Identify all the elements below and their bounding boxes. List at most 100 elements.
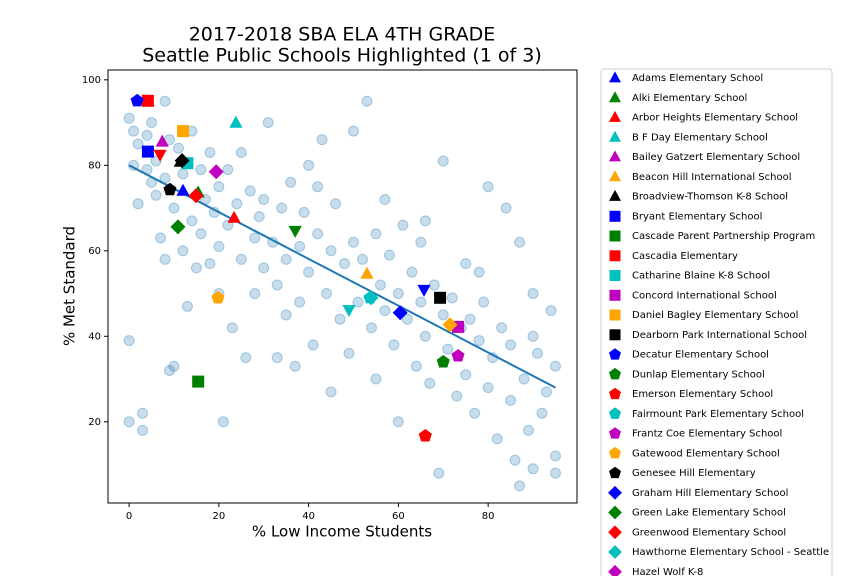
legend-marker xyxy=(609,270,621,281)
data-point xyxy=(451,390,463,402)
data-point xyxy=(352,296,364,308)
legend-label: Decatur Elementary School xyxy=(632,350,769,361)
data-point xyxy=(397,219,409,231)
legend-marker xyxy=(608,564,622,576)
legend-label: Arbor Heights Elementary School xyxy=(632,113,798,124)
legend-label: Hazel Wolf K-8 xyxy=(632,567,703,576)
data-point xyxy=(213,181,225,193)
data-point xyxy=(460,258,472,270)
data-point xyxy=(163,364,175,376)
legend-label: Gatewood Elementary School xyxy=(632,448,780,459)
data-point xyxy=(549,467,561,479)
data-point xyxy=(379,194,391,206)
x-tick-label: 60 xyxy=(392,511,405,522)
data-point xyxy=(226,322,238,334)
highlight-marker xyxy=(163,182,177,196)
highlight-marker xyxy=(188,188,204,204)
data-point xyxy=(491,433,503,445)
data-point xyxy=(415,296,427,308)
data-point xyxy=(168,202,180,214)
data-point xyxy=(172,142,184,154)
data-point xyxy=(370,373,382,385)
legend-marker xyxy=(609,130,621,142)
data-point xyxy=(312,181,324,193)
data-point xyxy=(419,215,431,227)
data-point xyxy=(303,266,315,278)
data-point xyxy=(514,236,526,248)
highlight-marker xyxy=(208,164,224,180)
highlight-marker xyxy=(130,93,144,107)
data-point xyxy=(356,253,368,265)
legend-label: Emerson Elementary School xyxy=(632,389,773,400)
data-point xyxy=(159,253,171,265)
data-point xyxy=(437,309,449,321)
legend-label: Cascade Parent Partnership Program xyxy=(632,231,815,242)
highlight-marker xyxy=(177,125,189,138)
data-point xyxy=(298,206,310,218)
data-point xyxy=(536,407,548,419)
legend-label: Green Lake Elementary School xyxy=(632,508,786,519)
data-point xyxy=(527,463,539,475)
legend-label: Adams Elementary School xyxy=(632,73,763,84)
legend-label: Fairmount Park Elementary School xyxy=(632,409,804,420)
data-point xyxy=(446,292,458,304)
data-point xyxy=(347,125,359,137)
y-axis-label: % Met Standard xyxy=(61,226,79,346)
data-point xyxy=(540,386,552,398)
highlight-marker xyxy=(392,305,408,321)
highlight-marker xyxy=(451,349,465,362)
data-point xyxy=(383,249,395,261)
data-point xyxy=(437,155,449,167)
data-point xyxy=(415,236,427,248)
data-point xyxy=(213,241,225,253)
legend-marker xyxy=(609,427,621,439)
data-point xyxy=(330,198,342,210)
legend-marker xyxy=(609,170,621,182)
data-point xyxy=(190,262,202,274)
data-point xyxy=(159,95,171,107)
data-point xyxy=(473,335,485,347)
data-point xyxy=(496,322,508,334)
data-point xyxy=(155,232,167,244)
data-point xyxy=(307,339,319,351)
data-point xyxy=(312,228,324,240)
plot-frame xyxy=(107,69,578,504)
data-point xyxy=(428,279,440,291)
data-point xyxy=(204,146,216,158)
chart-title: 2017-2018 SBA ELA 4TH GRADE xyxy=(189,24,496,46)
legend-marker xyxy=(609,446,621,459)
legend-marker xyxy=(609,71,621,83)
x-tick-label: 20 xyxy=(212,511,225,522)
data-point xyxy=(271,352,283,364)
highlight-marker xyxy=(417,284,431,297)
data-point xyxy=(132,198,144,210)
chart-subtitle: Seattle Public Schools Highlighted (1 of… xyxy=(142,45,542,67)
data-point xyxy=(177,245,189,257)
highlight-marker xyxy=(153,149,167,162)
data-point xyxy=(523,424,535,436)
data-point xyxy=(271,279,283,291)
data-point xyxy=(235,146,247,158)
data-point xyxy=(132,138,144,150)
legend-marker xyxy=(609,387,621,400)
legend-label: Dunlap Elementary School xyxy=(632,369,765,380)
data-point xyxy=(500,202,512,214)
data-point xyxy=(289,360,301,372)
legend-marker xyxy=(608,525,622,540)
y-tick-label: 80 xyxy=(88,160,101,171)
data-point xyxy=(406,266,418,278)
legend-marker xyxy=(609,91,621,103)
y-tick-label: 100 xyxy=(82,75,101,86)
data-point xyxy=(181,300,193,312)
x-tick-label: 80 xyxy=(482,511,495,522)
data-point xyxy=(388,339,400,351)
legend-label: Concord International School xyxy=(632,290,777,301)
legend-label: Daniel Bagley Elementary School xyxy=(632,310,798,321)
data-point xyxy=(347,236,359,248)
highlight-marker xyxy=(288,225,302,238)
data-point xyxy=(392,416,404,428)
data-point xyxy=(505,394,517,406)
highlight-marker xyxy=(229,115,243,128)
data-point xyxy=(303,159,315,171)
data-point xyxy=(123,335,135,347)
